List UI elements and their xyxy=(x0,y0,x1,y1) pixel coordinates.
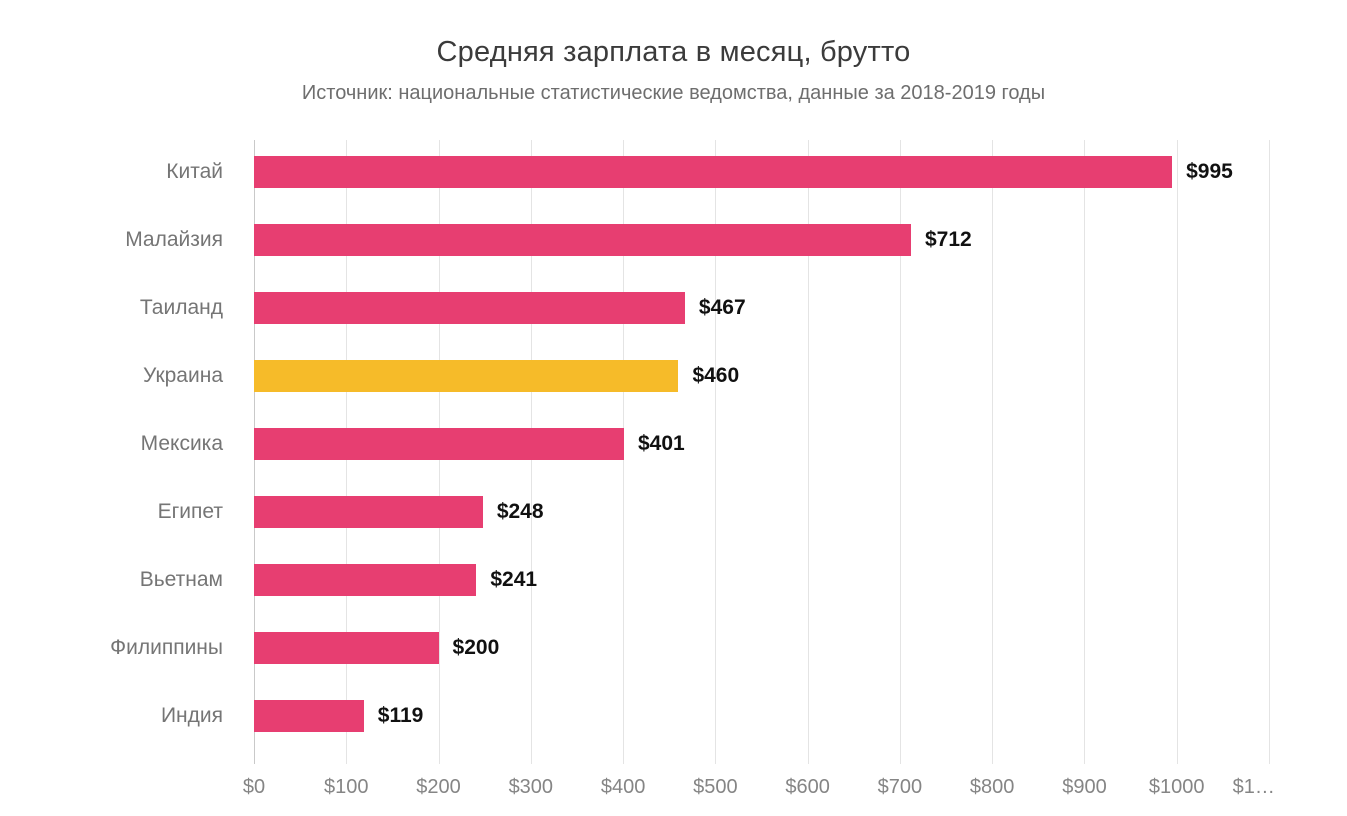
value-label: $401 xyxy=(638,432,685,455)
bar xyxy=(254,292,685,324)
category-label: Мексика xyxy=(140,432,223,455)
bar-row: Мексика $401 xyxy=(0,410,1347,478)
x-tick-label: $1000 xyxy=(1148,776,1205,798)
x-tick-label: $500 xyxy=(693,776,738,798)
value-label: $460 xyxy=(692,364,740,387)
gridline xyxy=(1084,140,1086,764)
bar-track: $460 xyxy=(254,360,1269,392)
bar-track: $200 xyxy=(254,632,1269,664)
bar-track: $401 xyxy=(254,428,1269,460)
bar-track: $248 xyxy=(254,496,1269,528)
bar-rows: Китай $995 Малайзия $712 Таиланд $467 Ук… xyxy=(0,138,1347,750)
category-label: Малайзия xyxy=(125,228,223,251)
x-tick-label: $1… xyxy=(1232,776,1275,798)
value-label: $712 xyxy=(924,228,972,251)
bar xyxy=(254,564,477,596)
bar-row: Китай $995 xyxy=(0,138,1347,206)
category-label: Китай xyxy=(166,160,223,183)
bar xyxy=(254,156,1173,188)
gridline xyxy=(992,140,994,764)
bar-row: Филиппины $200 xyxy=(0,614,1347,682)
bar-track: $995 xyxy=(254,156,1269,188)
bar xyxy=(254,700,364,732)
x-tick-label: $100 xyxy=(324,776,369,798)
value-label: $119 xyxy=(377,704,424,727)
bar-track: $467 xyxy=(254,292,1269,324)
gridline xyxy=(899,140,901,764)
x-tick-label: $200 xyxy=(416,776,461,798)
x-tick-label: $400 xyxy=(600,776,646,798)
x-tick-label: $300 xyxy=(508,776,554,798)
gridline xyxy=(807,140,809,764)
bar-row: Вьетнам $241 xyxy=(0,546,1347,614)
x-tick-label: $800 xyxy=(969,776,1015,798)
chart-subtitle: Источник: национальные статистические ве… xyxy=(301,82,1046,104)
gridline xyxy=(715,140,717,764)
bar xyxy=(254,224,911,256)
value-label: $248 xyxy=(496,500,544,523)
x-tick-label: $900 xyxy=(1062,776,1107,798)
value-label: $200 xyxy=(452,636,500,659)
bar-track: $119 xyxy=(254,700,1269,732)
category-label: Таиланд xyxy=(139,296,223,319)
bar xyxy=(254,632,439,664)
category-label: Вьетнам xyxy=(139,568,223,591)
bar-track: $712 xyxy=(254,224,1269,256)
bar xyxy=(254,496,483,528)
chart-header: Средняя зарплата в месяц, брутто Источни… xyxy=(0,0,1347,105)
x-tick-label: $700 xyxy=(877,776,923,798)
gridline xyxy=(1176,140,1178,764)
value-label: $467 xyxy=(698,296,746,319)
x-tick-label: $600 xyxy=(785,776,830,798)
x-axis: $0 $100 $200 $300 $400 $500 $600 $700 $800 $900 $1… xyxy=(243,776,1275,806)
value-label: $995 xyxy=(1186,160,1233,183)
bar-chart: Китай $995 Малайзия $712 Таиланд $467 Ук… xyxy=(0,138,1347,816)
category-label: Филиппины xyxy=(110,636,223,659)
bar-row: Таиланд $467 xyxy=(0,274,1347,342)
bar-row: Малайзия $712 xyxy=(0,206,1347,274)
bar xyxy=(254,428,624,460)
category-label: Украина xyxy=(143,364,223,387)
x-tick-label: $0 xyxy=(242,776,266,798)
bar xyxy=(254,360,679,392)
bar-row: Египет $248 xyxy=(0,478,1347,546)
bar-row: Индия $119 xyxy=(0,682,1347,750)
category-label: Египет xyxy=(157,500,223,523)
chart-title: Средняя зарплата в месяц, брутто xyxy=(436,36,911,68)
gridline xyxy=(1269,140,1270,764)
category-label: Индия xyxy=(160,704,223,727)
bar-track: $241 xyxy=(254,564,1269,596)
bar-row: Украина $460 xyxy=(0,342,1347,410)
value-label: $241 xyxy=(490,568,538,591)
